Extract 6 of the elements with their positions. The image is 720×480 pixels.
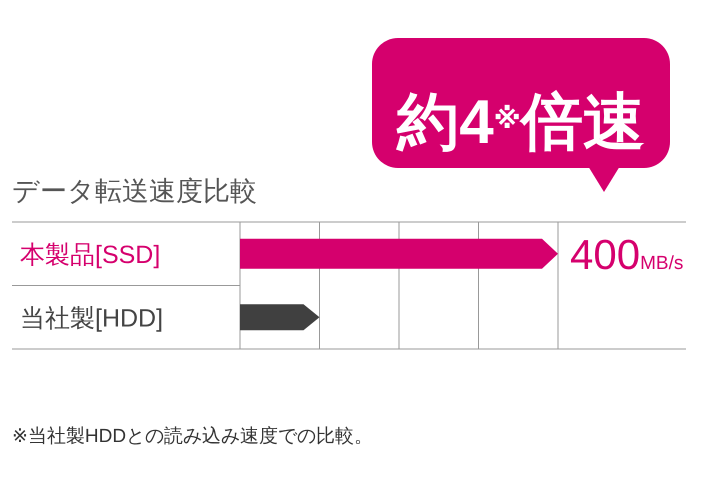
text: ※当社製HDDとの読み込み速度での比較。 <box>12 425 374 447</box>
data-label: 400MB/s <box>570 230 684 278</box>
y-tick-label: 本製品[SSD] <box>20 240 160 269</box>
y-tick-label: 当社製[HDD] <box>20 304 164 332</box>
text: 約4$^{※}$倍速 <box>395 88 645 157</box>
chart-title: データ転送速度比較 <box>12 176 257 206</box>
